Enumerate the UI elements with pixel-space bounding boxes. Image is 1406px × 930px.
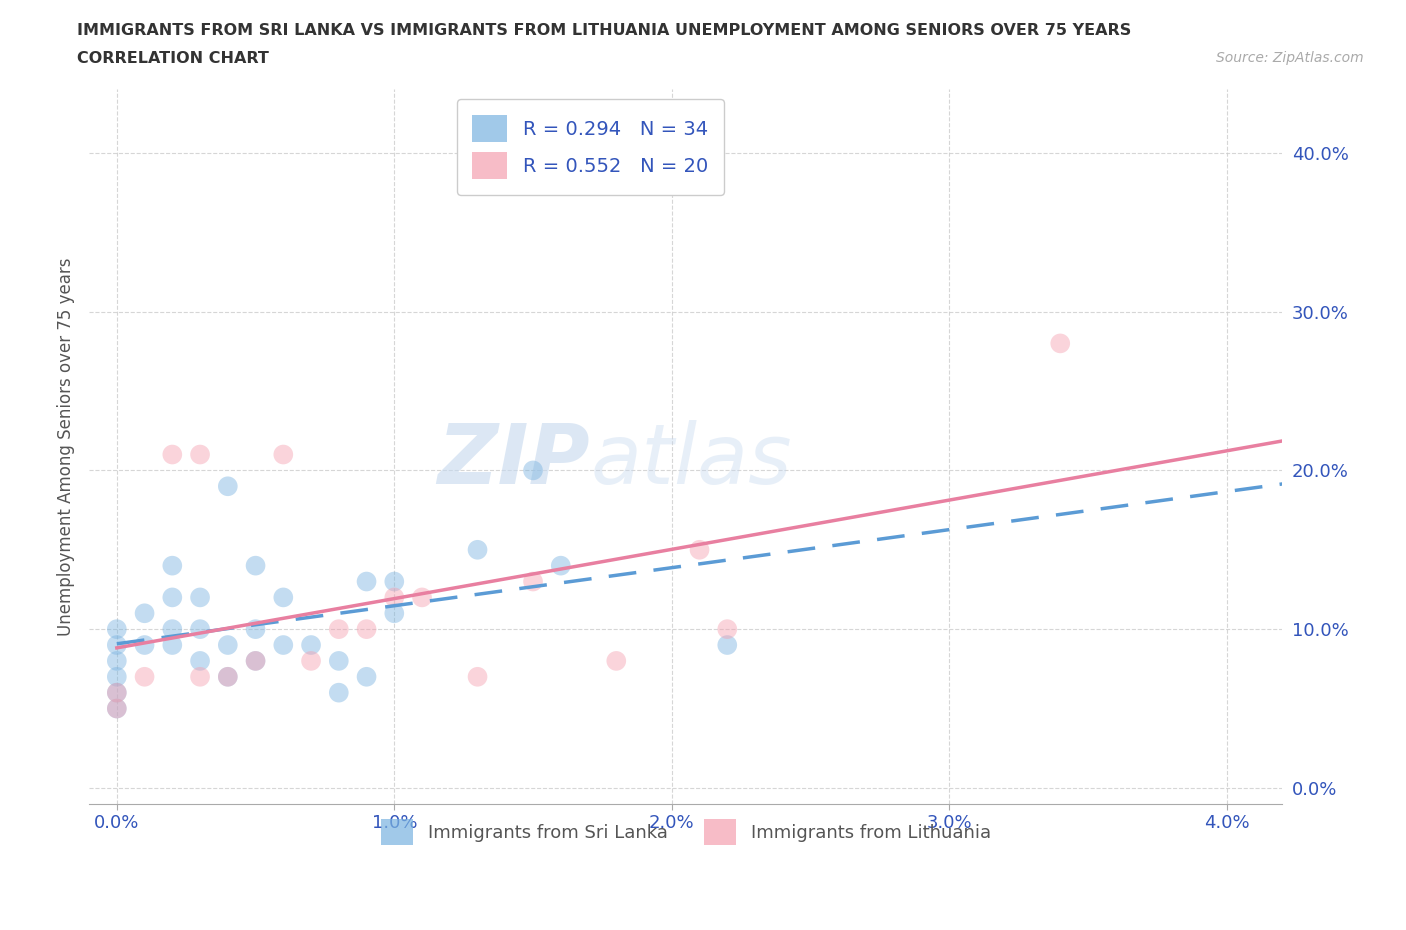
Text: Source: ZipAtlas.com: Source: ZipAtlas.com xyxy=(1216,51,1364,65)
Point xyxy=(245,622,267,637)
Point xyxy=(411,590,433,604)
Point xyxy=(162,638,184,653)
Point xyxy=(105,685,128,700)
Point xyxy=(522,463,544,478)
Point xyxy=(299,654,322,669)
Point xyxy=(356,670,378,684)
Point xyxy=(105,685,128,700)
Point xyxy=(245,654,267,669)
Legend: Immigrants from Sri Lanka, Immigrants from Lithuania: Immigrants from Sri Lanka, Immigrants fr… xyxy=(366,804,1005,859)
Point xyxy=(356,574,378,589)
Point xyxy=(162,447,184,462)
Y-axis label: Unemployment Among Seniors over 75 years: Unemployment Among Seniors over 75 years xyxy=(58,258,75,636)
Point xyxy=(356,622,378,637)
Point xyxy=(716,622,738,637)
Point xyxy=(550,558,572,573)
Point xyxy=(134,638,156,653)
Point xyxy=(105,701,128,716)
Point xyxy=(162,622,184,637)
Point xyxy=(245,558,267,573)
Point xyxy=(188,654,211,669)
Point xyxy=(105,670,128,684)
Point xyxy=(328,654,350,669)
Point xyxy=(689,542,711,557)
Point xyxy=(188,622,211,637)
Text: CORRELATION CHART: CORRELATION CHART xyxy=(77,51,269,66)
Point xyxy=(188,590,211,604)
Point xyxy=(522,574,544,589)
Point xyxy=(217,670,239,684)
Point xyxy=(382,605,405,620)
Point xyxy=(716,638,738,653)
Point xyxy=(134,670,156,684)
Point xyxy=(105,654,128,669)
Point xyxy=(245,654,267,669)
Text: atlas: atlas xyxy=(591,420,792,501)
Point xyxy=(271,590,294,604)
Point xyxy=(188,447,211,462)
Point xyxy=(299,638,322,653)
Point xyxy=(162,590,184,604)
Point xyxy=(134,605,156,620)
Point xyxy=(328,685,350,700)
Point xyxy=(605,654,627,669)
Point xyxy=(105,701,128,716)
Point xyxy=(467,542,489,557)
Point xyxy=(162,558,184,573)
Point xyxy=(188,670,211,684)
Point xyxy=(217,479,239,494)
Point xyxy=(217,670,239,684)
Point xyxy=(467,670,489,684)
Point xyxy=(382,590,405,604)
Text: IMMIGRANTS FROM SRI LANKA VS IMMIGRANTS FROM LITHUANIA UNEMPLOYMENT AMONG SENIOR: IMMIGRANTS FROM SRI LANKA VS IMMIGRANTS … xyxy=(77,23,1132,38)
Point xyxy=(328,622,350,637)
Point xyxy=(271,447,294,462)
Text: ZIP: ZIP xyxy=(437,420,591,501)
Point xyxy=(105,638,128,653)
Point xyxy=(382,574,405,589)
Point xyxy=(217,638,239,653)
Point xyxy=(271,638,294,653)
Point xyxy=(105,622,128,637)
Point xyxy=(1049,336,1071,351)
